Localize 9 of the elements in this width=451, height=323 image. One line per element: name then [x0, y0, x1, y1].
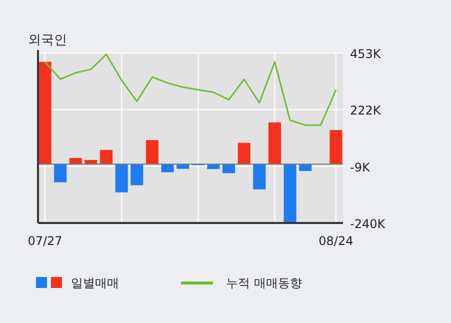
x-tick-label: 07/27: [28, 234, 62, 248]
legend-label: 일별매매: [71, 276, 119, 290]
y-tick-label: 222K: [350, 104, 382, 118]
chart-title: 외국인: [28, 33, 67, 48]
legend-label: 누적 매매동향: [226, 276, 302, 290]
y-tick-label: -9K: [350, 160, 371, 174]
y-tick-label: 453K: [350, 47, 382, 61]
y-tick-label: -240K: [350, 217, 386, 231]
x-tick-label: 08/24: [318, 234, 354, 248]
